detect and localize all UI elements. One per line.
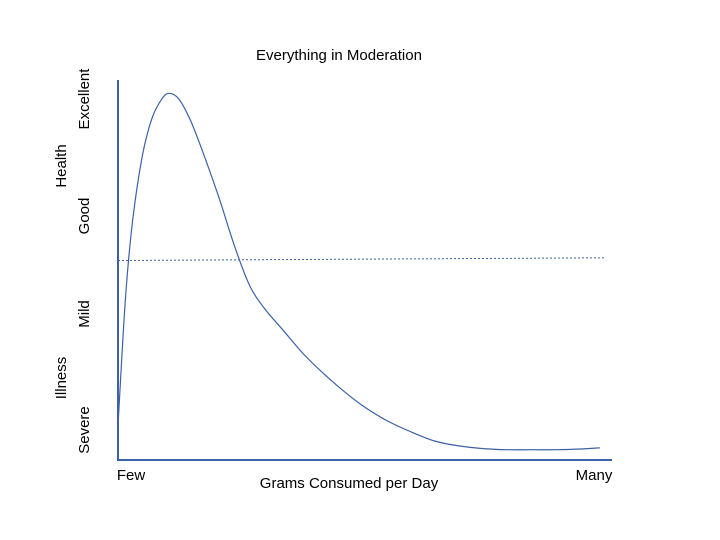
- reference-line: [117, 257, 606, 261]
- y-tick-mild: Mild: [76, 300, 93, 328]
- x-tick-few: Few: [117, 467, 146, 484]
- chart-title: Everything in Moderation: [256, 47, 422, 64]
- x-tick-many: Many: [576, 467, 613, 484]
- y-tick-severe: Severe: [76, 406, 93, 454]
- plot-area: [117, 92, 606, 451]
- x-axis-label: Grams Consumed per Day: [260, 475, 439, 492]
- y-axis-label-illness: Illness: [53, 357, 70, 400]
- y-tick-excellent: Excellent: [76, 68, 93, 130]
- health-curve: [117, 92, 601, 451]
- y-tick-good: Good: [76, 198, 93, 235]
- y-axis-label-health: Health: [53, 144, 70, 187]
